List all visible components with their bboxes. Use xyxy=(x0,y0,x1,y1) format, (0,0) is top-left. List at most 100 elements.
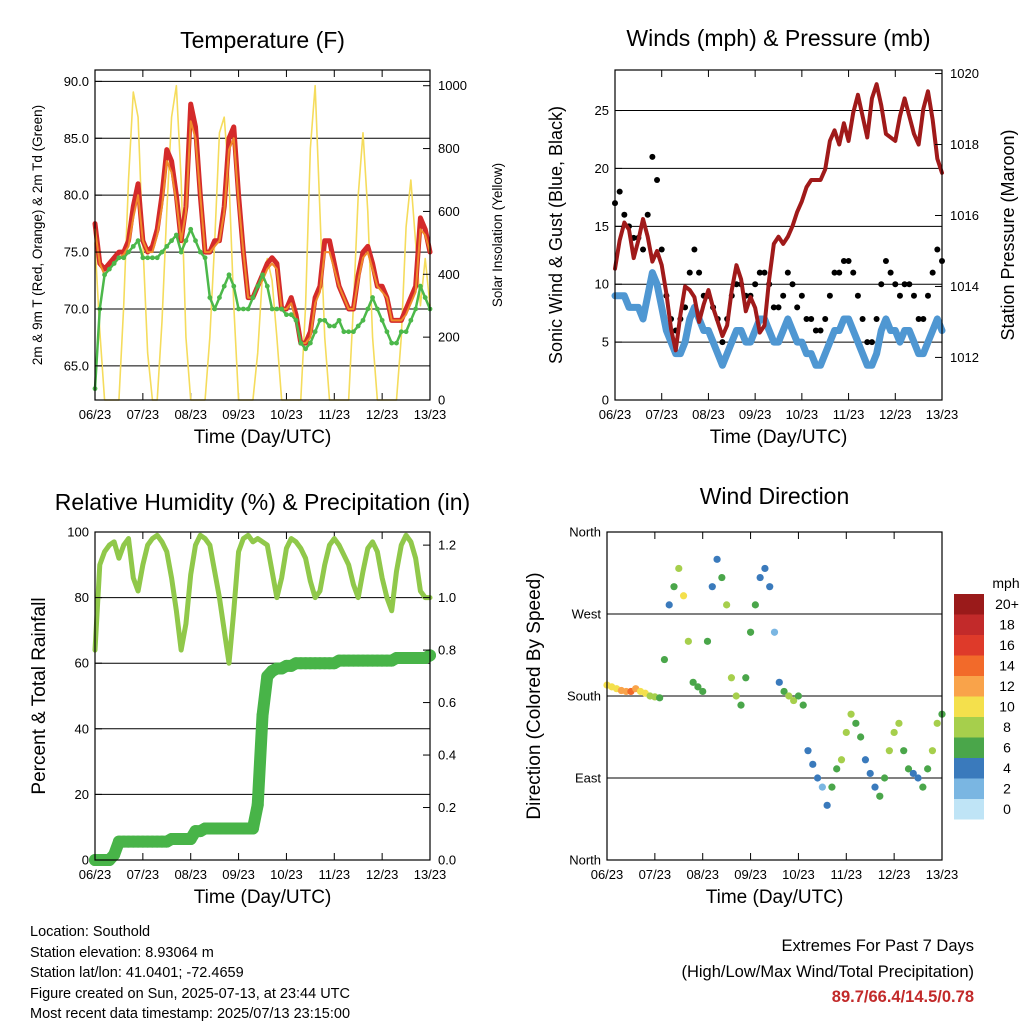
y2-axis-label: Solar Insolation (Yellow) xyxy=(490,163,505,307)
series-dewpoint xyxy=(93,228,432,390)
gust-point xyxy=(878,281,885,288)
direction-point xyxy=(919,783,927,791)
direction-point xyxy=(895,719,903,727)
gust-point xyxy=(789,281,796,288)
direction-point xyxy=(900,747,908,755)
x-tick-label: 08/23 xyxy=(174,867,207,882)
y2-tick-label: 1.2 xyxy=(438,538,456,553)
gust-point xyxy=(831,269,838,276)
gust-point xyxy=(784,269,791,276)
direction-point xyxy=(823,801,831,809)
gust-point xyxy=(859,315,866,322)
plot-border xyxy=(614,69,943,401)
gust-point xyxy=(924,292,931,299)
wind-point xyxy=(649,270,655,276)
y2-tick-label: 1.0 xyxy=(438,590,456,605)
direction-point xyxy=(890,728,898,737)
y-tick-label: 90.0 xyxy=(64,74,89,89)
y-tick-label: 5 xyxy=(602,335,609,350)
legend-swatch xyxy=(954,655,984,676)
wind-point xyxy=(827,339,833,345)
wind-point xyxy=(930,327,936,334)
legend-swatch xyxy=(954,717,984,738)
direction-point xyxy=(684,637,692,645)
legend-swatch xyxy=(954,676,984,697)
x-tick-label: 07/23 xyxy=(639,867,672,882)
direction-point xyxy=(924,765,932,773)
y2-tick-label: 200 xyxy=(438,330,460,345)
wind-point xyxy=(640,316,646,322)
direction-point xyxy=(689,678,697,686)
gust-point xyxy=(910,292,917,299)
x-tick-label: 10/23 xyxy=(270,867,303,882)
gust-point xyxy=(850,269,857,276)
wind-point xyxy=(673,351,679,357)
y2-tick-label: 1014 xyxy=(950,279,979,294)
legend-swatch xyxy=(954,614,984,635)
wind-point xyxy=(897,339,903,345)
wind-point xyxy=(785,316,791,322)
y-tick-label: 70.0 xyxy=(64,301,89,316)
direction-point xyxy=(880,774,889,782)
direction-point xyxy=(679,592,688,600)
station-info: Location: Southold Station elevation: 8.… xyxy=(30,922,350,1025)
precip-point xyxy=(256,709,269,722)
wind-point xyxy=(864,362,870,368)
gust-point xyxy=(882,258,889,265)
wind-point xyxy=(621,293,627,299)
chart-title: Temperature (F) xyxy=(180,27,345,53)
direction-point xyxy=(785,692,793,700)
y-tick-label: 40 xyxy=(75,721,89,736)
direction-point xyxy=(794,692,803,700)
direction-point xyxy=(904,765,913,773)
x-tick-label: 09/23 xyxy=(222,407,255,422)
legend-swatch xyxy=(954,799,984,820)
legend-swatch xyxy=(954,737,984,758)
x-tick-label: 06/23 xyxy=(79,867,112,882)
wind-point xyxy=(916,351,922,357)
y2-tick-label: 0.4 xyxy=(438,748,456,763)
x-tick-label: 11/23 xyxy=(830,867,862,882)
x-tick-label: 11/23 xyxy=(318,867,350,882)
gust-point xyxy=(686,269,693,276)
direction-point xyxy=(656,694,664,702)
precip-point xyxy=(251,798,264,811)
direction-point xyxy=(675,564,683,573)
direction-point xyxy=(665,601,673,609)
wind-point xyxy=(888,327,894,334)
direction-point xyxy=(909,769,917,778)
direction-point xyxy=(766,583,774,591)
wind-point xyxy=(677,351,684,357)
y2-tick-label: 600 xyxy=(438,204,460,219)
direction-point xyxy=(914,774,922,782)
extremes-box: Extremes For Past 7 Days (High/Low/Max W… xyxy=(681,934,974,1011)
gust-point xyxy=(887,269,894,276)
wind-point xyxy=(855,339,861,345)
extremes-title: Extremes For Past 7 Days xyxy=(781,937,974,955)
gust-point xyxy=(696,269,703,276)
wind-point xyxy=(892,327,898,334)
wind-point xyxy=(645,293,651,299)
gust-point xyxy=(826,292,833,299)
y-axis-label: 2m & 9m T (Red, Orange) & 2m Td (Green) xyxy=(30,105,45,365)
direction-point xyxy=(660,655,669,664)
legend-title: mph xyxy=(992,575,1019,591)
y2-tick-label: 400 xyxy=(438,267,460,282)
legend-label: 14 xyxy=(999,658,1015,674)
y2-tick-label: 1000 xyxy=(438,78,467,93)
gust-point xyxy=(896,292,903,299)
direction-point xyxy=(742,674,750,682)
gust-point xyxy=(906,281,913,288)
wind-point xyxy=(729,339,735,345)
x-tick-label: 06/23 xyxy=(591,867,624,882)
wind-point xyxy=(715,351,721,357)
wind-point xyxy=(663,327,669,334)
wind-point xyxy=(869,362,875,368)
wind-point xyxy=(934,316,940,322)
y2-tick-label: 0.2 xyxy=(438,800,456,815)
gust-point xyxy=(621,211,628,218)
legend-swatch xyxy=(954,594,984,615)
precip-point xyxy=(108,848,121,861)
wind-point xyxy=(743,339,749,345)
legend-label: 8 xyxy=(1003,719,1011,735)
